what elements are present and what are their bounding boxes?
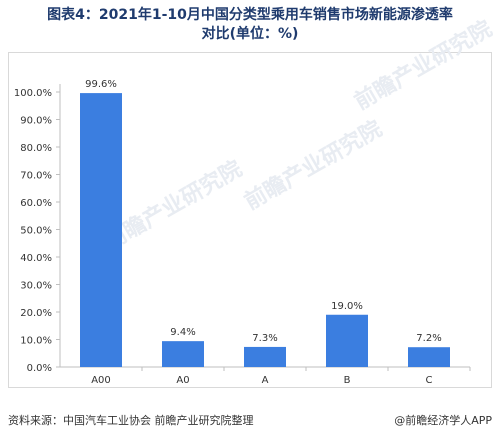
y-tick-label: 40.0%	[20, 253, 52, 264]
y-tick-label: 60.0%	[20, 198, 52, 209]
x-tick-label: C	[426, 375, 433, 386]
data-label: 7.2%	[416, 333, 441, 344]
x-tick-label: A00	[91, 375, 111, 386]
y-tick-label: 0.0%	[27, 363, 52, 374]
y-tick-label: 50.0%	[20, 226, 52, 237]
chart-title-line2: 对比(单位：%)	[201, 26, 299, 42]
bar-a0	[162, 341, 204, 367]
y-tick-label: 10.0%	[20, 336, 52, 347]
chart-title-line1: 图表4：2021年1-10月中国分类型乘用车销售市场新能源渗透率	[47, 7, 453, 23]
chart-frame	[8, 52, 492, 388]
y-tick-label: 30.0%	[20, 281, 52, 292]
y-tick-label: 70.0%	[20, 171, 52, 182]
bar-a00	[80, 93, 122, 367]
data-label: 99.6%	[85, 79, 117, 90]
watermark-text: 前瞻产业研究院	[350, 16, 496, 116]
source-note: 资料来源：中国汽车工业协会 前瞻产业研究院整理	[8, 414, 254, 427]
x-tick-label: B	[344, 375, 351, 386]
data-label: 7.3%	[252, 333, 277, 344]
y-tick-label: 20.0%	[20, 308, 52, 319]
y-tick-label: 100.0%	[14, 88, 52, 99]
watermark-text: 前瞻产业研究院	[240, 116, 386, 216]
data-label: 19.0%	[331, 301, 363, 312]
bar-b	[326, 314, 368, 367]
bar-a	[244, 346, 286, 367]
brand-credit: @前瞻经济学人APP	[394, 414, 492, 427]
footer: 资料来源：中国汽车工业协会 前瞻产业研究院整理 @前瞻经济学人APP	[0, 410, 500, 430]
y-tick-label: 90.0%	[20, 116, 52, 127]
chart-title: 图表4：2021年1-10月中国分类型乘用车销售市场新能源渗透率 对比(单位：%…	[0, 6, 500, 44]
y-tick-label: 80.0%	[20, 143, 52, 154]
data-label: 9.4%	[170, 327, 195, 338]
bar-c	[408, 347, 450, 367]
x-tick-label: A	[262, 375, 269, 386]
x-tick-label: A0	[176, 375, 189, 386]
